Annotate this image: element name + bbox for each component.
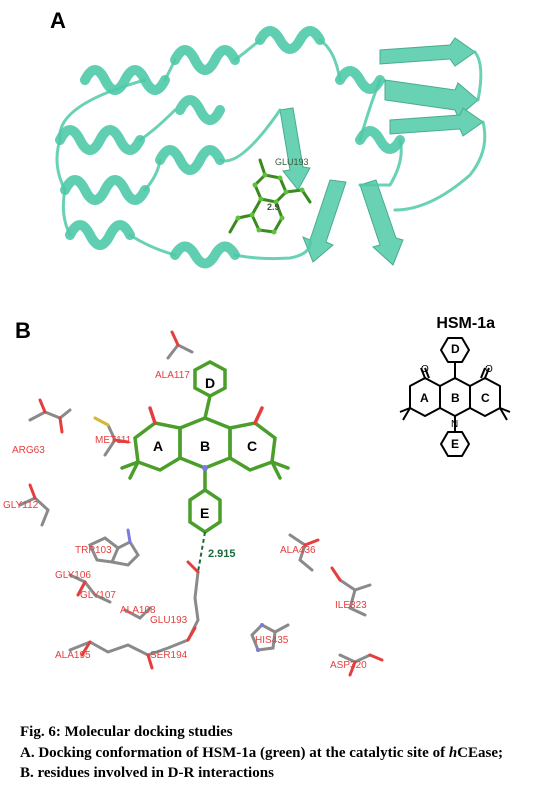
schem-ring-d: D — [451, 342, 460, 356]
residue-label: GLU193 — [150, 615, 187, 626]
panel-a: A — [0, 0, 540, 300]
figure-caption: Fig. 6: Molecular docking studies A. Doc… — [20, 722, 520, 783]
protein-ribbon-cartoon: GLU193 2.9 — [30, 10, 520, 300]
panel-a-distance: 2.9 — [267, 202, 280, 212]
figure-6: A — [0, 0, 540, 791]
ring-label-a: A — [153, 438, 163, 454]
svg-text:O: O — [485, 364, 493, 375]
schem-ring-e: E — [451, 437, 459, 451]
hbond-distance: 2.915 — [208, 548, 236, 560]
svg-text:N: N — [451, 419, 458, 430]
hsm1a-schematic: O O N D A B C E — [385, 330, 530, 495]
residue-label: ALA195 — [55, 650, 91, 661]
residue-label: GLY106 — [55, 570, 91, 581]
residue-label: GLY107 — [80, 590, 116, 601]
panel-b: B — [0, 310, 540, 705]
residue-label: SER194 — [150, 650, 187, 661]
residue-interaction-diagram — [0, 310, 400, 690]
caption-line-a: A. Docking conformation of HSM-1a (green… — [20, 745, 403, 761]
residue-label: ARG63 — [12, 445, 45, 456]
ring-label-e: E — [200, 505, 209, 521]
residue-label: MET111 — [95, 435, 131, 446]
ring-label-d: D — [205, 375, 215, 391]
schem-ring-b: B — [451, 391, 460, 405]
residue-label: ILE323 — [335, 600, 367, 611]
residue-label: TRP103 — [75, 545, 112, 556]
caption-title: Fig. 6: Molecular docking studies — [20, 724, 233, 740]
ring-label-b: B — [200, 438, 210, 454]
ring-label-c: C — [247, 438, 257, 454]
schem-ring-a: A — [420, 391, 429, 405]
panel-a-residue-label: GLU193 — [275, 157, 309, 167]
residue-label: GLY112 — [3, 500, 38, 511]
caption-italic: h — [449, 745, 457, 761]
schem-ring-c: C — [481, 391, 490, 405]
caption-line-b: site of — [407, 745, 449, 761]
residue-label: ALA436 — [280, 545, 316, 556]
svg-text:O: O — [421, 364, 429, 375]
residue-label: ASP320 — [330, 660, 367, 671]
residue-label: HIS435 — [255, 635, 288, 646]
residue-label: ALA117 — [155, 370, 190, 381]
